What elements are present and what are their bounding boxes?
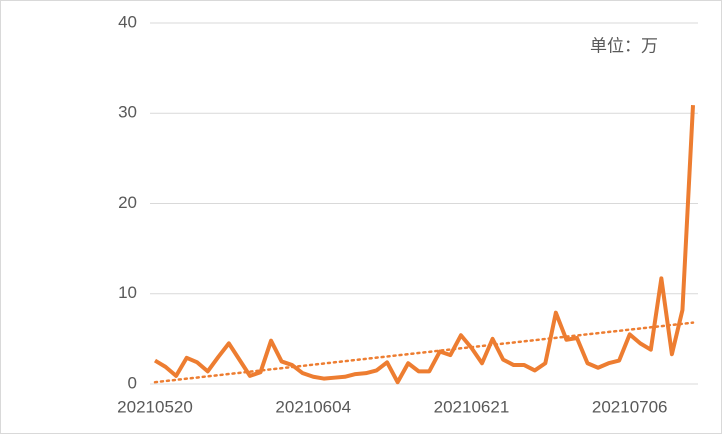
y-tick-label: 10	[118, 283, 137, 302]
y-tick-label: 20	[118, 193, 137, 212]
annotation: 单位：万	[590, 36, 658, 55]
x-tick-label: 20210621	[434, 397, 510, 416]
y-tick-label: 0	[128, 373, 137, 392]
y-tick-label: 40	[118, 12, 137, 31]
x-tick-label: 20210706	[592, 397, 668, 416]
x-tick-label: 20210520	[117, 397, 193, 416]
y-tick-label: 30	[118, 103, 137, 122]
trend-line	[153, 321, 695, 384]
data-line	[153, 105, 695, 385]
x-tick-label: 20210604	[275, 397, 351, 416]
